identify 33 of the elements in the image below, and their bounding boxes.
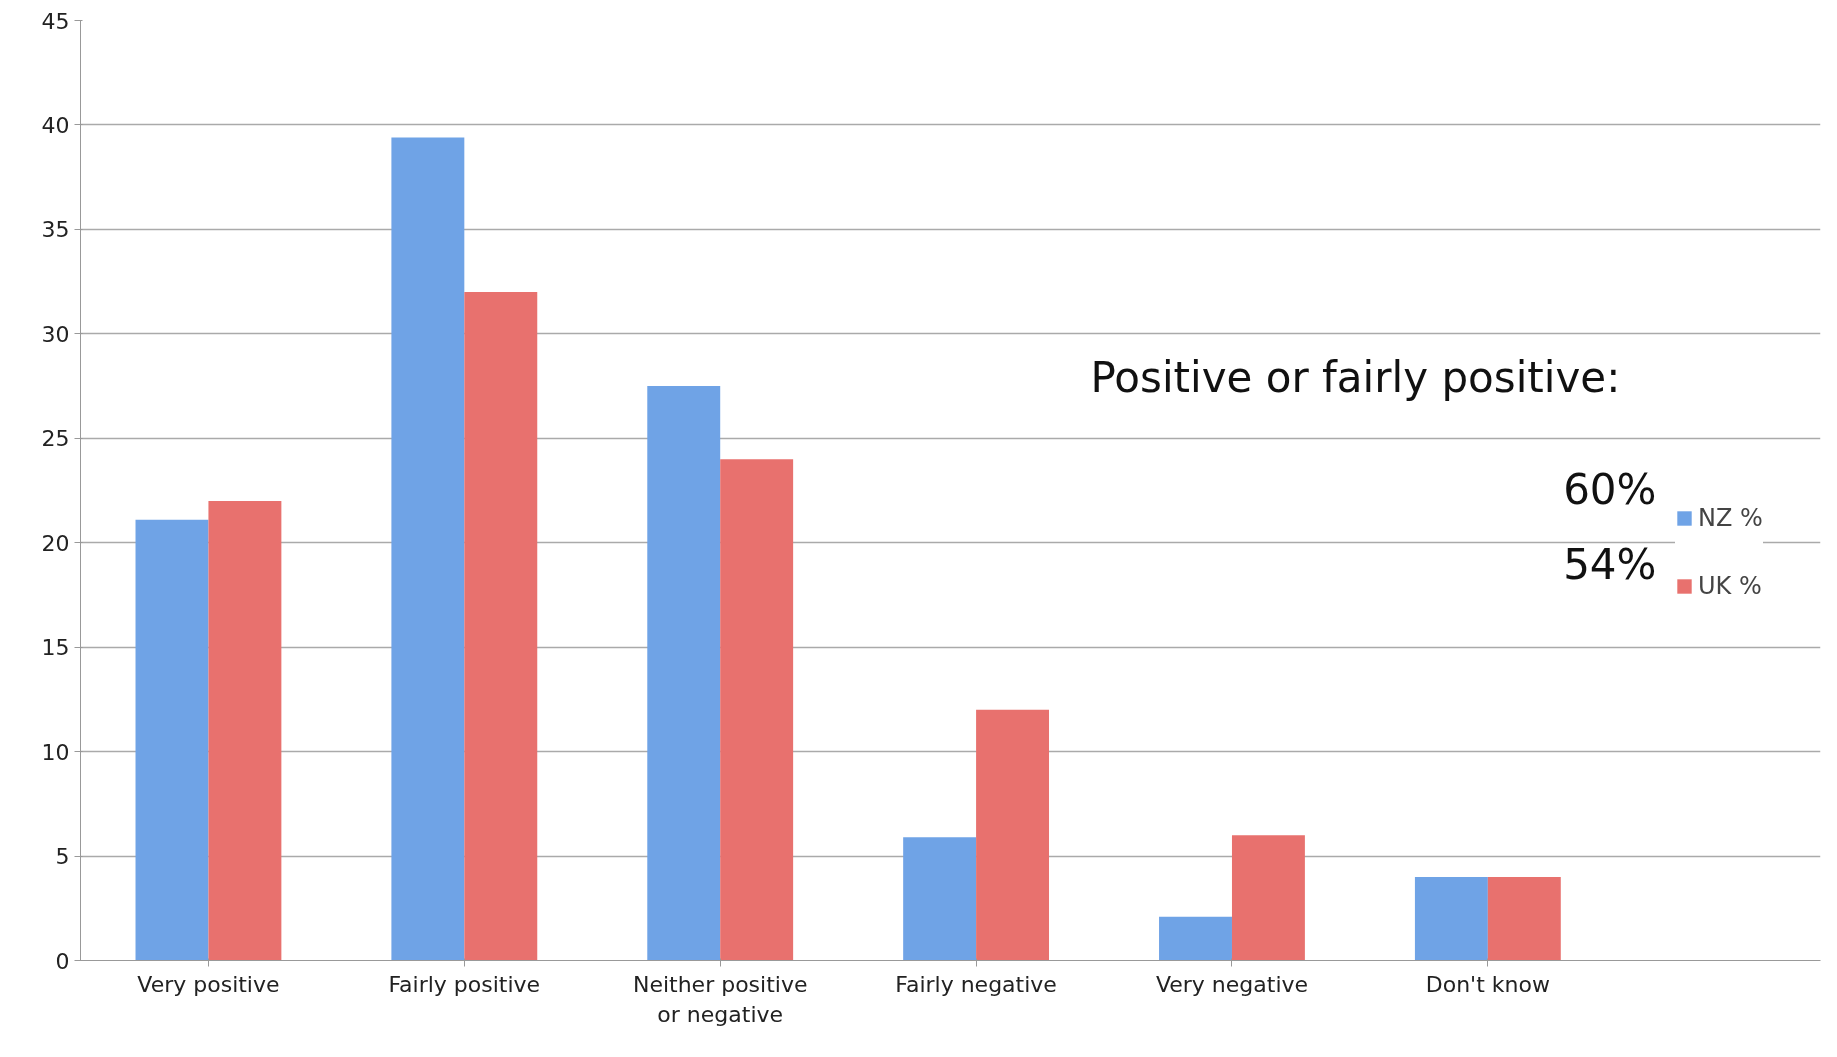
y-tick-label: 30 — [41, 321, 70, 347]
bar — [720, 459, 794, 961]
x-tick-label: Fairly negative — [895, 971, 1057, 997]
y-tick-label: 40 — [41, 112, 70, 138]
y-tick-label: 0 — [55, 948, 70, 974]
bar — [1231, 835, 1305, 961]
x-tick-label: Very positive — [137, 971, 280, 997]
bar — [1159, 916, 1232, 961]
y-tick-label: 45 — [41, 8, 70, 34]
bar — [903, 837, 977, 961]
legend-label: UK % — [1698, 572, 1762, 600]
bar — [976, 709, 1050, 961]
bar — [135, 519, 209, 961]
legend-label: NZ % — [1698, 504, 1763, 532]
bar — [208, 500, 282, 961]
bar — [1487, 876, 1561, 961]
x-tick-label: Neither positive or negative — [632, 971, 808, 1027]
y-tick-label: 35 — [41, 217, 70, 243]
x-tick-label: Fairly positive — [388, 971, 541, 997]
annotation: 54% — [1563, 539, 1657, 589]
x-tick-label: Very negative — [1155, 971, 1309, 997]
bar — [1414, 876, 1488, 961]
x-tick-label: Don't know — [1425, 971, 1550, 997]
bar — [391, 137, 465, 961]
annotation: 60% — [1563, 464, 1657, 514]
bar — [647, 386, 721, 961]
y-tick-label: 25 — [41, 426, 70, 452]
annotation: Positive or fairly positive: — [1090, 352, 1621, 402]
y-tick-label: 20 — [41, 530, 70, 556]
y-tick-label: 15 — [41, 635, 70, 661]
y-tick-label: 5 — [55, 844, 70, 870]
bar — [464, 292, 538, 961]
y-tick-label: 10 — [41, 739, 70, 765]
